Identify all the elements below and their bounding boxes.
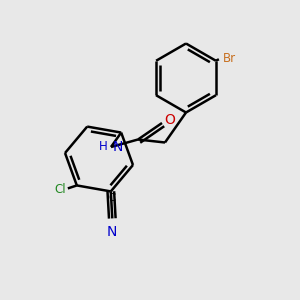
Text: Br: Br: [223, 52, 236, 65]
Text: N: N: [107, 225, 118, 239]
Text: O: O: [164, 113, 175, 127]
Text: N: N: [113, 140, 123, 154]
Text: H: H: [99, 140, 108, 153]
Text: Cl: Cl: [55, 182, 66, 196]
Text: C: C: [108, 193, 116, 203]
